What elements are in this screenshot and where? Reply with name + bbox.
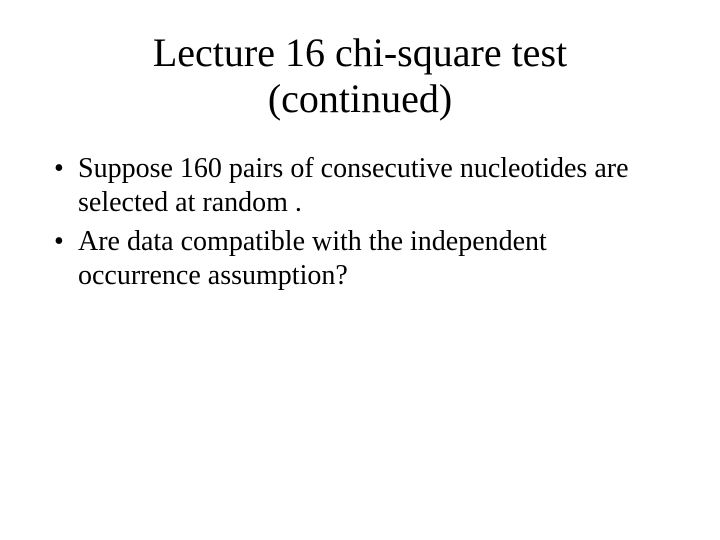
list-item: Are data compatible with the independent…: [50, 225, 670, 292]
slide: Lecture 16 chi-square test (continued) S…: [0, 0, 720, 540]
list-item: Suppose 160 pairs of consecutive nucleot…: [50, 152, 670, 219]
slide-title: Lecture 16 chi-square test (continued): [90, 30, 630, 122]
bullet-list: Suppose 160 pairs of consecutive nucleot…: [50, 152, 670, 292]
